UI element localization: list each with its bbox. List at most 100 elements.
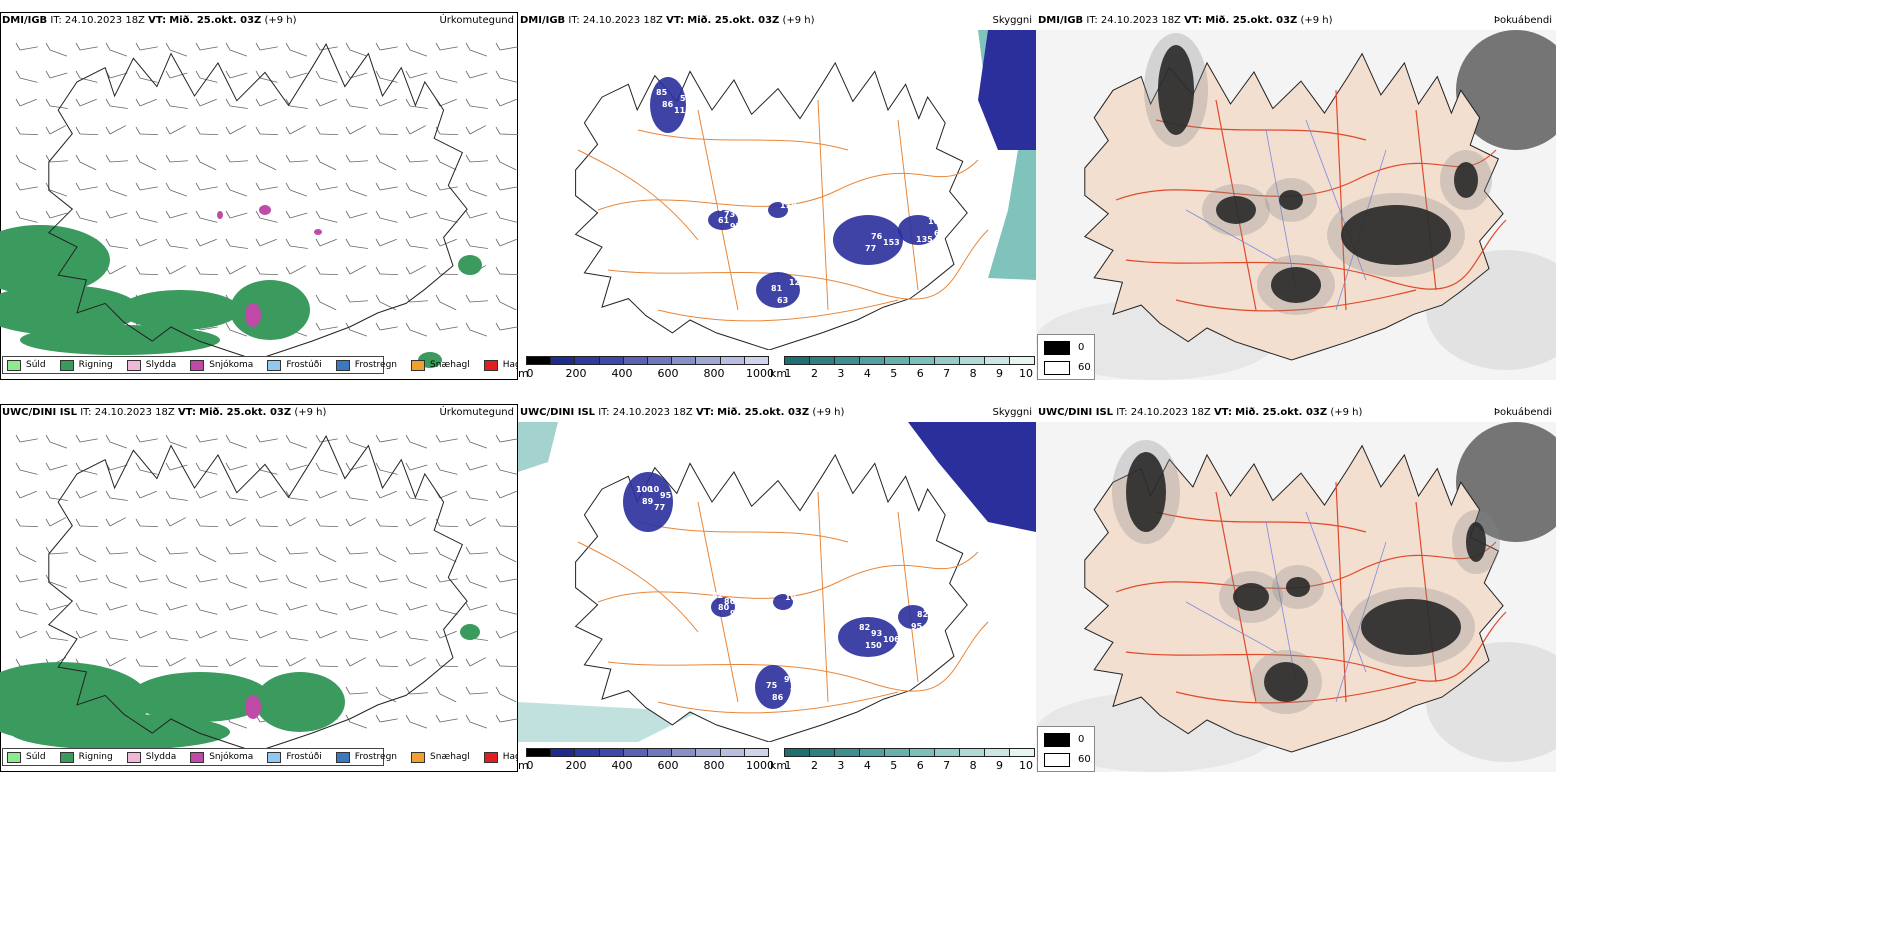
wind-barb [409,581,428,589]
cloud-patch [898,605,928,629]
wind-barb-flag [375,602,381,611]
colorbar-segment [834,748,860,757]
wind-barb [439,609,458,615]
wind-barb [109,497,128,501]
wind-barb-flag [345,686,351,695]
legend-item: Slydda [126,751,176,763]
road [1175,681,1417,704]
valid-time: Mið. 25.okt. 03Z [1235,407,1328,418]
wind-barb-flag [15,42,21,51]
wind-barb [139,98,157,107]
wind-barb [439,525,459,528]
cloud-base-label: 10 [648,485,660,494]
wind-barb-flag [225,658,231,667]
wind-barb [379,133,399,136]
wind-barb-flag [45,490,51,499]
wind-barb-flag [495,658,501,667]
wind-barb-flag [285,154,291,163]
legend-swatch [335,359,350,371]
fog-dark-area [1286,577,1310,597]
wind-barb-flag [375,294,381,303]
wind-barb-flag [465,574,471,583]
cloud-base-label: 10 [785,593,797,602]
colorbar-tick: 600 [657,759,679,772]
colorbar-unit: m [518,759,529,772]
wind-barb-flag [375,322,381,331]
cloud-base-label: 73 [724,210,735,219]
wind-barb [139,525,159,528]
rain-area [458,255,482,275]
wind-barb-flag [45,630,51,639]
wind-barb-flag [435,518,441,527]
wind-barb-flag [375,490,381,499]
wind-barb [139,186,158,191]
wind-barb-flag [75,210,81,219]
wind-barb-flag [285,574,291,583]
lead-time: (+9 h) [264,15,297,26]
wind-barb-flag [315,490,321,499]
wind-barb-flag [165,266,171,275]
wind-barb [289,497,308,501]
legend-swatch [59,751,74,763]
wind-barbs [15,434,518,729]
wind-barb [19,578,38,583]
wind-barb [349,497,368,501]
wind-barb [349,721,368,729]
wind-barb [79,490,97,499]
coastline [47,43,468,361]
cloud-base-label: 95 [911,622,923,631]
road-network [577,99,989,322]
wind-barb [439,133,459,136]
valid-label: VT: [1213,407,1232,418]
parameter-name: Úrkomutegund [439,407,514,418]
wind-barb-flag [375,238,381,247]
wind-barb-flag [405,126,411,135]
snow-area [259,205,271,215]
wind-barb [379,98,397,107]
wind-barb [379,238,397,247]
wind-barb [199,469,218,475]
wind-barb-flag [45,42,51,51]
wind-barb [409,441,428,449]
wind-barb-flag [15,658,21,667]
wind-barb-flag [45,434,51,443]
wind-barb [259,578,278,583]
wind-barb-flag [465,462,471,471]
wind-barb [109,657,127,667]
wind-barb [19,438,38,443]
cloud-base-label: 97 [730,222,741,231]
wind-barb [289,604,308,611]
wind-barb [379,525,399,528]
fog-low-swatch [1044,753,1070,767]
cloud-base-label: 147 [768,195,785,204]
wind-barb-flag [45,182,51,191]
legend-swatch [7,751,21,763]
wind-barb-flag [135,434,141,443]
wind-barb-flag [15,182,21,191]
wind-barb-flag [105,154,111,163]
legend-item: Haglél [483,359,518,371]
wind-barb [409,265,427,275]
road [1415,109,1437,291]
wind-barb [199,161,217,171]
wind-barb-flag [495,98,501,107]
cloud-base-label: 111 [674,106,691,115]
fog-legend: 0 60 [1037,334,1095,380]
road [607,229,989,300]
wind-barb-flag [135,602,141,611]
cloud-base-colorbar: m 0 200 400 600 800 1000 [518,748,774,772]
wind-barb [379,301,397,311]
fog-halo [1265,178,1317,222]
wind-barb [79,217,98,223]
wind-barb [229,657,247,667]
wind-barb [379,490,397,499]
colorbar-tick: 600 [657,367,679,380]
wind-barb-flag [435,714,441,723]
wind-barb-flag [375,714,381,723]
wind-barb-flag [105,574,111,583]
legend-label: Frostregn [354,752,398,762]
wind-barb [319,301,337,311]
cloud-base-label: 82 [712,591,723,600]
wind-barb [79,161,97,171]
road [1125,219,1507,290]
